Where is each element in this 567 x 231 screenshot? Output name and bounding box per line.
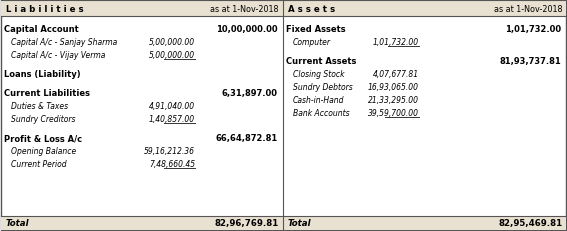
Bar [1, 216, 283, 230]
Text: Current Period: Current Period [11, 159, 67, 168]
Bar [1, 1, 283, 17]
Text: 1,01,732.00: 1,01,732.00 [505, 25, 561, 34]
Text: 39,59,700.00: 39,59,700.00 [368, 109, 419, 118]
Text: 59,16,212.36: 59,16,212.36 [144, 146, 195, 155]
Text: 21,33,295.00: 21,33,295.00 [368, 96, 419, 105]
Bar [283, 1, 566, 17]
Text: 6,31,897.00: 6,31,897.00 [222, 89, 278, 97]
Text: as at 1-Nov-2018: as at 1-Nov-2018 [210, 4, 279, 13]
Text: 82,95,469.81: 82,95,469.81 [499, 219, 563, 228]
Text: Opening Balance: Opening Balance [11, 146, 76, 155]
Text: 10,00,000.00: 10,00,000.00 [217, 25, 278, 34]
Text: 5,00,000.00: 5,00,000.00 [149, 51, 195, 60]
Text: Total: Total [288, 219, 312, 228]
Text: Sundry Creditors: Sundry Creditors [11, 115, 75, 123]
Text: Bank Accounts: Bank Accounts [293, 109, 350, 118]
Text: Computer: Computer [293, 38, 331, 47]
Text: 7,48,660.45: 7,48,660.45 [149, 159, 195, 168]
Text: 82,96,769.81: 82,96,769.81 [215, 219, 279, 228]
Text: 66,64,872.81: 66,64,872.81 [216, 134, 278, 142]
Text: Capital Account: Capital Account [4, 25, 79, 34]
Text: Profit & Loss A/c: Profit & Loss A/c [4, 134, 82, 142]
Text: Total: Total [6, 219, 29, 228]
Text: Cash-in-Hand: Cash-in-Hand [293, 96, 345, 105]
Text: 81,93,737.81: 81,93,737.81 [500, 57, 561, 66]
Text: 1,40,857.00: 1,40,857.00 [149, 115, 195, 123]
Text: Capital A/c - Sanjay Sharma: Capital A/c - Sanjay Sharma [11, 38, 117, 47]
Text: L i a b i l i t i e s: L i a b i l i t i e s [6, 4, 83, 13]
Text: Closing Stock: Closing Stock [293, 70, 345, 79]
Text: Current Assets: Current Assets [286, 57, 357, 66]
Text: 16,93,065.00: 16,93,065.00 [368, 83, 419, 92]
Text: Loans (Liability): Loans (Liability) [4, 70, 81, 79]
Text: Capital A/c - Vijay Verma: Capital A/c - Vijay Verma [11, 51, 105, 60]
Text: Sundry Debtors: Sundry Debtors [293, 83, 353, 92]
Text: 4,07,677.81: 4,07,677.81 [373, 70, 419, 79]
Text: Fixed Assets: Fixed Assets [286, 25, 346, 34]
Text: 4,91,040.00: 4,91,040.00 [149, 102, 195, 110]
Text: Duties & Taxes: Duties & Taxes [11, 102, 68, 110]
Bar [283, 216, 566, 230]
Text: 1,01,732.00: 1,01,732.00 [373, 38, 419, 47]
Text: 5,00,000.00: 5,00,000.00 [149, 38, 195, 47]
Text: Current Liabilities: Current Liabilities [4, 89, 90, 97]
Text: as at 1-Nov-2018: as at 1-Nov-2018 [494, 4, 563, 13]
Text: A s s e t s: A s s e t s [288, 4, 335, 13]
